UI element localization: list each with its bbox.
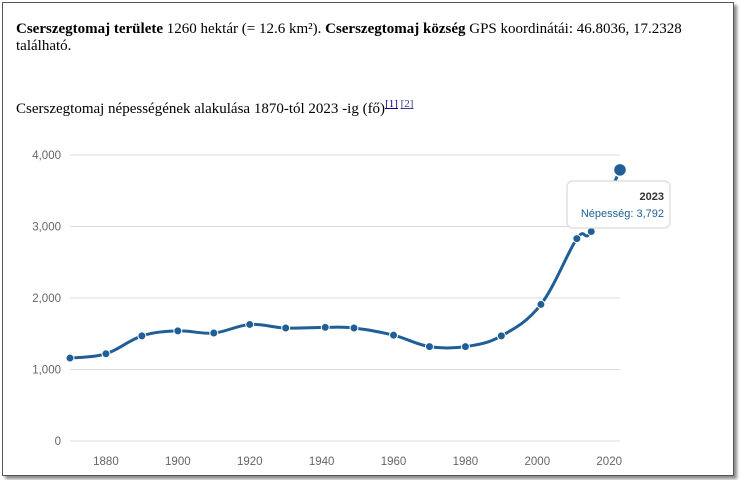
tooltip-value: Népesség: 3,792 [581, 208, 664, 220]
x-tick-label: 2000 [525, 456, 551, 468]
y-tick-label: 3,000 [32, 222, 61, 234]
data-point[interactable] [460, 342, 470, 352]
data-point[interactable] [101, 349, 111, 359]
chart-caption: Cserszegtomaj népességének alakulása 187… [16, 96, 413, 118]
y-tick-label: 4,000 [32, 150, 61, 162]
x-tick-label: 1940 [309, 456, 335, 468]
gps-subject: Cserszegtomaj község [325, 21, 466, 37]
data-point[interactable] [137, 331, 147, 341]
data-point[interactable] [65, 353, 75, 363]
tooltip: 2023 Népesség: 3,792 [566, 180, 671, 229]
data-point[interactable] [281, 323, 291, 333]
gps-text: GPS koordinátái: 46.8036, 17.2328 találh… [16, 21, 682, 54]
area-subject: Cserszegtomaj területe [16, 21, 164, 37]
data-point[interactable] [389, 330, 399, 340]
tooltip-year: 2023 [640, 191, 664, 203]
grid-lines [70, 154, 620, 442]
y-axis-ticks: 0 1,000 2,000 3,000 4,000 [32, 150, 61, 448]
x-tick-label: 1980 [453, 456, 479, 468]
data-point[interactable] [245, 319, 255, 329]
x-tick-label: 1900 [165, 456, 191, 468]
population-series-line [68, 168, 622, 360]
x-tick-label: 2020 [596, 456, 622, 468]
data-points [65, 162, 628, 363]
data-point[interactable] [320, 322, 330, 332]
area-text: 1260 hektár (= 12.6 km²). [163, 21, 326, 37]
x-tick-label: 1880 [93, 456, 119, 468]
data-point[interactable] [536, 299, 546, 309]
data-point[interactable] [572, 234, 582, 244]
y-tick-label: 1,000 [32, 365, 61, 377]
tooltip-box [566, 180, 671, 229]
highlighted-data-point[interactable] [612, 162, 628, 178]
chart-caption-text: Cserszegtomaj népességének alakulása 187… [16, 101, 386, 117]
y-tick-label: 0 [55, 436, 61, 448]
content-frame [2, 2, 734, 476]
data-point[interactable] [349, 323, 359, 333]
x-tick-label: 1960 [381, 456, 407, 468]
data-point[interactable] [209, 328, 219, 338]
reference-link-1[interactable]: [1] [385, 98, 398, 110]
reference-link-2[interactable]: [2] [400, 98, 414, 110]
data-point[interactable] [496, 331, 506, 341]
intro-paragraph: Cserszegtomaj területe 1260 hektár (= 12… [16, 21, 726, 55]
data-point[interactable] [173, 326, 183, 336]
y-tick-label: 2,000 [32, 293, 61, 305]
data-point[interactable] [586, 227, 596, 237]
data-point[interactable] [424, 342, 434, 352]
x-tick-label: 1920 [237, 456, 263, 468]
x-axis-ticks: 1880 1900 1920 1940 1960 1980 2000 2020 [93, 456, 622, 468]
